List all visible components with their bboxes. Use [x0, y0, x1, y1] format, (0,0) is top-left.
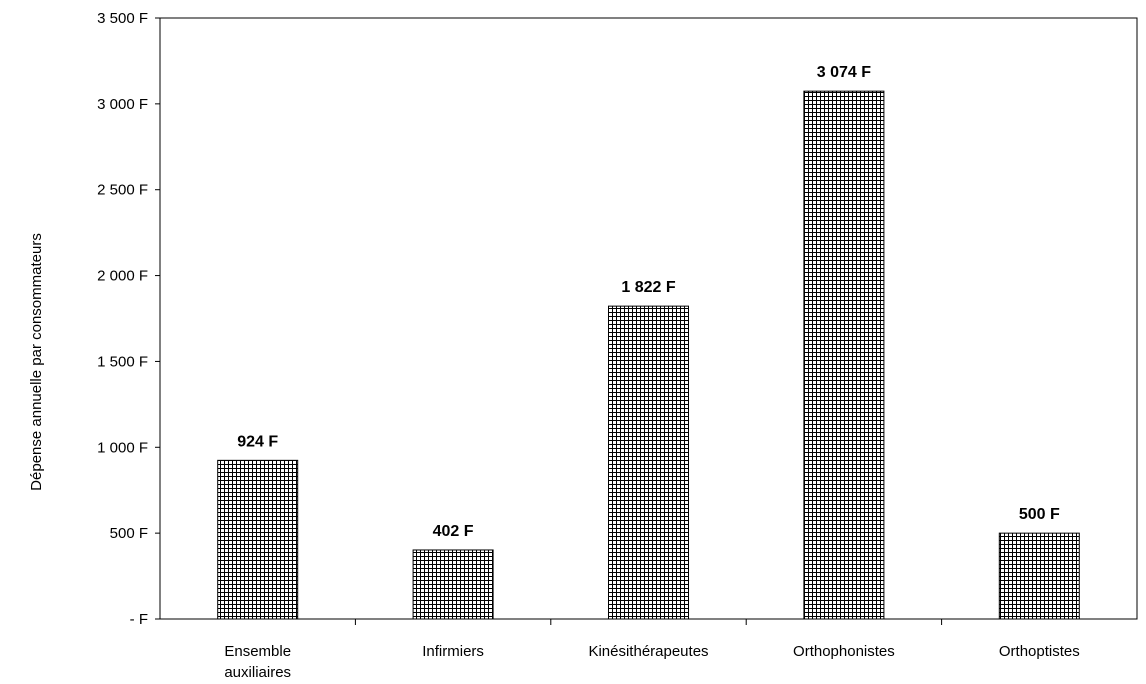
y-tick-label: 500 F — [110, 525, 148, 542]
bar — [608, 305, 689, 620]
bar — [412, 549, 494, 620]
y-tick-label: - F — [130, 611, 148, 628]
data-label: 500 F — [1019, 506, 1060, 523]
y-tick-label: 1 000 F — [97, 439, 148, 456]
y-axis-title: Dépense annuelle par consommateurs — [28, 233, 45, 491]
bar — [803, 90, 885, 620]
y-tick-label: 3 500 F — [97, 10, 148, 27]
data-label: 1 822 F — [621, 279, 675, 296]
x-tick-label: Ensemble — [224, 643, 291, 660]
y-tick-label: 1 500 F — [97, 353, 148, 370]
y-tick-label: 2 000 F — [97, 268, 148, 285]
x-tick-label: auxiliaires — [224, 664, 291, 681]
y-tick-label: 3 000 F — [97, 96, 148, 113]
x-tick-label: Infirmiers — [422, 643, 484, 660]
x-labels: Ensemble auxiliaires Infirmiers Kinésithéra… — [224, 643, 1079, 681]
data-label: 402 F — [433, 523, 474, 540]
y-ticks: - F 500 F 1 000 F 1 500 F 2 000 F 2 500 F 3 00… — [97, 10, 160, 628]
y-tick-label: 2 500 F — [97, 182, 148, 199]
x-tick-label: Orthophonistes — [793, 643, 895, 660]
x-tick-label: Kinésithérapeutes — [588, 643, 708, 660]
bars — [217, 90, 1080, 620]
x-tick-label: Orthoptistes — [999, 643, 1080, 660]
bar — [998, 532, 1080, 620]
data-label: 924 F — [237, 433, 278, 450]
y-axis-title-group: Dépense annuelle par consommateurs — [28, 233, 45, 491]
value-labels: 924 F 402 F 1 822 F 3 074 F 500 F — [237, 64, 1060, 540]
bar — [217, 459, 299, 620]
data-label: 3 074 F — [817, 64, 871, 81]
